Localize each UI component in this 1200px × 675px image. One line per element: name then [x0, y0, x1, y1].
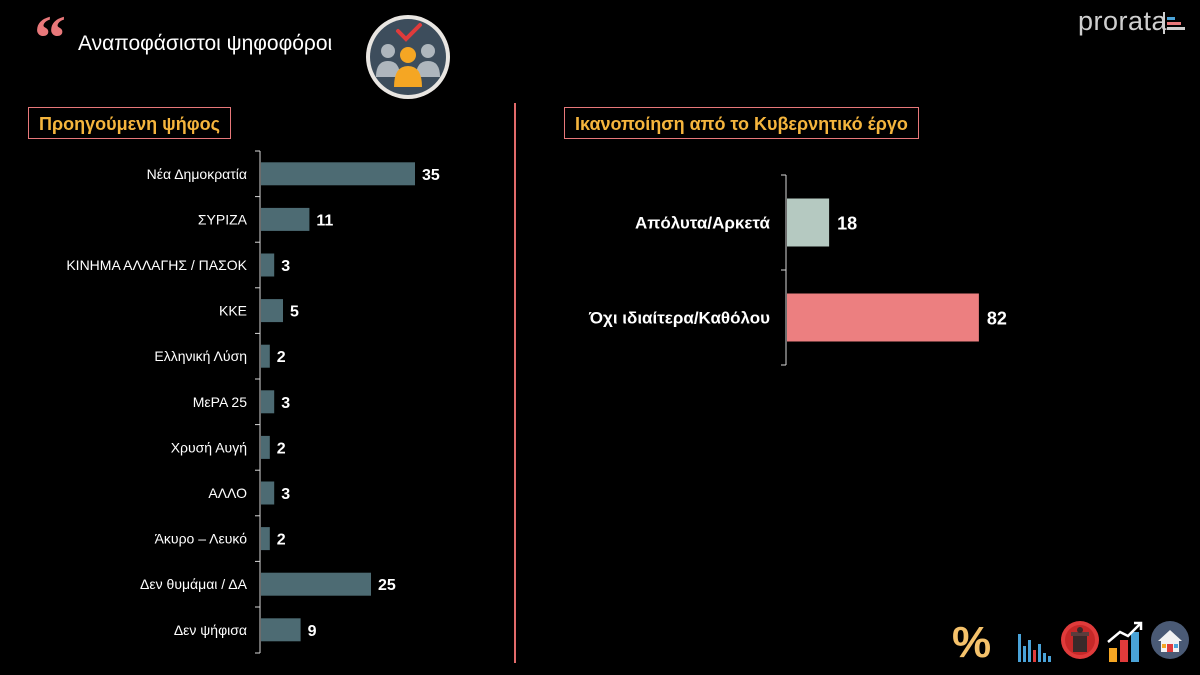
bar	[261, 344, 270, 368]
bar	[787, 198, 830, 247]
bar	[787, 293, 979, 342]
brand-logo: prorata	[1078, 6, 1168, 36]
previous-vote-title: Προηγούμενη ψήφος	[28, 107, 231, 139]
data-label: 3	[281, 258, 290, 275]
voters-icon	[366, 15, 450, 99]
data-label: 3	[281, 395, 290, 412]
bar	[261, 527, 270, 551]
data-label: 11	[316, 212, 333, 229]
quote-mark-icon: “	[34, 2, 66, 73]
category-label: Απόλυτα/Αρκετά	[635, 214, 771, 233]
bar	[261, 572, 371, 596]
data-label: 2	[277, 440, 286, 457]
percent-icon: %	[952, 618, 992, 667]
bar	[261, 618, 301, 642]
data-label: 3	[281, 486, 290, 503]
data-label: 35	[422, 167, 440, 184]
page-title: Αναποφάσιστοι ψηφοφόροι	[78, 32, 333, 55]
government-satisfaction-title: Ικανοποίηση από το Κυβερνητικό έργο	[564, 107, 919, 139]
bar-chart-icon	[1018, 634, 1051, 662]
bar	[261, 299, 283, 323]
category-label: Όχι ιδιαίτερα/Καθόλου	[588, 309, 770, 328]
data-label: 2	[277, 349, 286, 366]
data-label: 82	[987, 309, 1007, 329]
category-label: ΣΥΡΙΖΑ	[198, 211, 248, 227]
data-label: 2	[277, 532, 286, 549]
house-icon	[1151, 621, 1189, 659]
growth-chart-icon	[1107, 621, 1143, 662]
data-label: 5	[290, 304, 299, 321]
category-label: ΚΚΕ	[219, 303, 247, 319]
data-label: 18	[837, 214, 857, 234]
podium-icon	[1061, 621, 1099, 659]
category-label: Δεν θυμάμαι / ΔΑ	[140, 576, 248, 592]
brand-logo-mark-icon	[1163, 12, 1185, 34]
bar	[261, 207, 310, 231]
category-label: Νέα Δημοκρατία	[147, 166, 247, 182]
bar	[261, 435, 270, 459]
bar	[261, 481, 275, 505]
category-label: Άκυρο – Λευκό	[155, 531, 248, 547]
category-label: Ελληνική Λύση	[154, 348, 247, 364]
category-label: ΚΙΝΗΜΑ ΑΛΛΑΓΗΣ / ΠΑΣΟΚ	[66, 257, 247, 273]
section-divider	[514, 103, 516, 663]
data-label: 25	[378, 577, 396, 594]
category-label: ΑΛΛΟ	[208, 485, 247, 501]
category-label: Χρυσή Αυγή	[171, 439, 247, 455]
bar	[261, 162, 415, 186]
category-label: ΜεΡΑ 25	[193, 394, 247, 410]
data-label: 9	[308, 623, 317, 640]
bar	[261, 253, 275, 277]
category-label: Δεν ψήφισα	[174, 622, 247, 638]
bar	[261, 390, 275, 414]
